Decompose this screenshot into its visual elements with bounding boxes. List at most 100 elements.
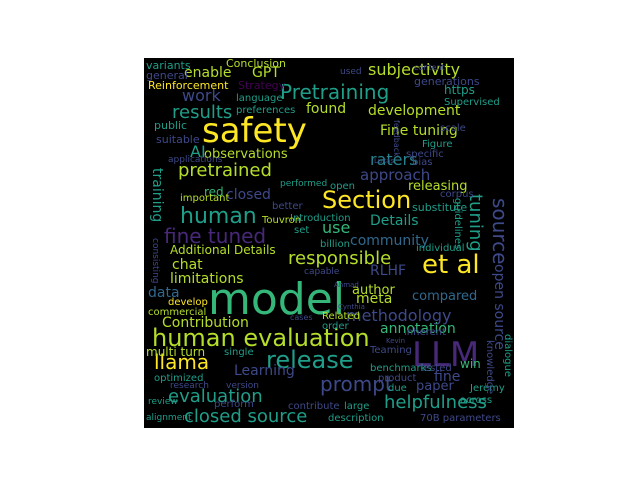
word: compared xyxy=(412,289,478,304)
word: source xyxy=(488,198,512,265)
word: general xyxy=(146,69,188,82)
word: work xyxy=(182,86,221,105)
word: set xyxy=(294,225,310,236)
word: LLM xyxy=(412,335,480,375)
word: Conclusion xyxy=(226,58,286,70)
word: Lukas xyxy=(374,157,395,165)
word: dialogue xyxy=(502,334,513,377)
word: human evaluation xyxy=(152,324,370,352)
word: limitations xyxy=(170,271,244,287)
word: model xyxy=(208,274,346,325)
word: used xyxy=(340,67,362,77)
word: releasing xyxy=(408,179,468,194)
word: Introduction xyxy=(290,213,351,224)
word: author xyxy=(352,283,395,298)
word: corpus xyxy=(440,189,474,200)
word: approach xyxy=(360,166,431,184)
word: knowledge xyxy=(484,340,495,395)
word: individual xyxy=(416,243,465,254)
word: AI xyxy=(190,142,206,161)
word: optimized xyxy=(154,373,204,384)
word: perform xyxy=(214,399,254,410)
word: language xyxy=(236,93,283,104)
word: llama xyxy=(154,350,210,374)
word: Ahmad xyxy=(334,281,359,289)
word: development xyxy=(368,103,461,119)
word: guidelines xyxy=(452,198,463,250)
word: Jeremy xyxy=(470,383,505,394)
word: observations xyxy=(204,147,288,162)
word: Contribution xyxy=(162,315,249,331)
word: develop xyxy=(168,297,208,308)
word: found xyxy=(306,101,347,117)
word: fine tuned xyxy=(164,224,267,248)
word: multi turn xyxy=(146,345,206,359)
word: Learning xyxy=(234,363,295,379)
word: variants xyxy=(146,59,191,72)
word: single xyxy=(224,347,254,358)
word: fine xyxy=(434,369,461,385)
word: preferences xyxy=(236,105,296,116)
word: bias xyxy=(412,157,433,168)
word: subjectivity xyxy=(368,60,461,79)
word: generations xyxy=(414,75,480,88)
word: due xyxy=(388,383,407,394)
word: performed xyxy=(280,179,328,189)
word: training xyxy=(149,168,165,223)
word: specific xyxy=(406,149,444,160)
word: Figure xyxy=(422,139,453,150)
word: results xyxy=(172,102,233,123)
word-cloud-canvas: safety model LLM Section human evaluatio… xyxy=(144,58,514,428)
word: Additional Details xyxy=(170,243,276,257)
word: review xyxy=(148,397,178,407)
word: suitable xyxy=(156,133,200,146)
word: Reinforcement xyxy=(148,79,229,92)
word: commercial xyxy=(148,307,207,318)
word: red xyxy=(204,185,224,199)
word: human xyxy=(180,204,257,229)
word: feedback xyxy=(392,120,401,157)
word: release xyxy=(266,346,354,374)
word: 70B parameters xyxy=(420,413,501,424)
word: Fine tuning xyxy=(380,123,458,139)
word: Details xyxy=(370,213,419,229)
word: research xyxy=(170,381,209,391)
word: public xyxy=(154,119,188,132)
word: inherent xyxy=(404,327,446,338)
word: annotation xyxy=(380,321,456,337)
word: better xyxy=(272,201,303,212)
word: consisting xyxy=(150,238,160,284)
word: tuning xyxy=(465,194,486,252)
word: raters xyxy=(370,150,418,169)
word: important xyxy=(180,193,230,204)
word: https xyxy=(444,83,475,97)
word: billion xyxy=(320,239,350,250)
word: version xyxy=(226,381,259,391)
word: helpfulness xyxy=(384,392,487,413)
word: tested xyxy=(420,363,452,374)
word: alignment xyxy=(146,413,192,423)
word: responsible xyxy=(288,248,392,269)
word: safety xyxy=(202,111,307,151)
word: evaluation xyxy=(168,386,263,407)
word: order xyxy=(322,321,349,332)
word: product xyxy=(378,373,417,384)
word: Touvron xyxy=(262,215,302,226)
word: large xyxy=(344,401,370,412)
word: contribute xyxy=(288,401,340,412)
word: data xyxy=(148,285,180,301)
word: win xyxy=(460,357,481,371)
word: community xyxy=(350,233,429,249)
word: Cynthia xyxy=(338,303,365,311)
word: Kevin xyxy=(386,337,406,345)
word: enable xyxy=(184,65,232,81)
word: substitute xyxy=(412,201,468,214)
word: chat xyxy=(172,257,203,273)
word: benchmarks xyxy=(370,363,432,374)
word: closed xyxy=(226,187,271,203)
word: pretrained xyxy=(178,160,272,181)
word: Strategy xyxy=(238,79,286,92)
word: Section xyxy=(322,186,412,214)
word: meta xyxy=(356,291,393,307)
word: RLHF xyxy=(370,263,407,279)
